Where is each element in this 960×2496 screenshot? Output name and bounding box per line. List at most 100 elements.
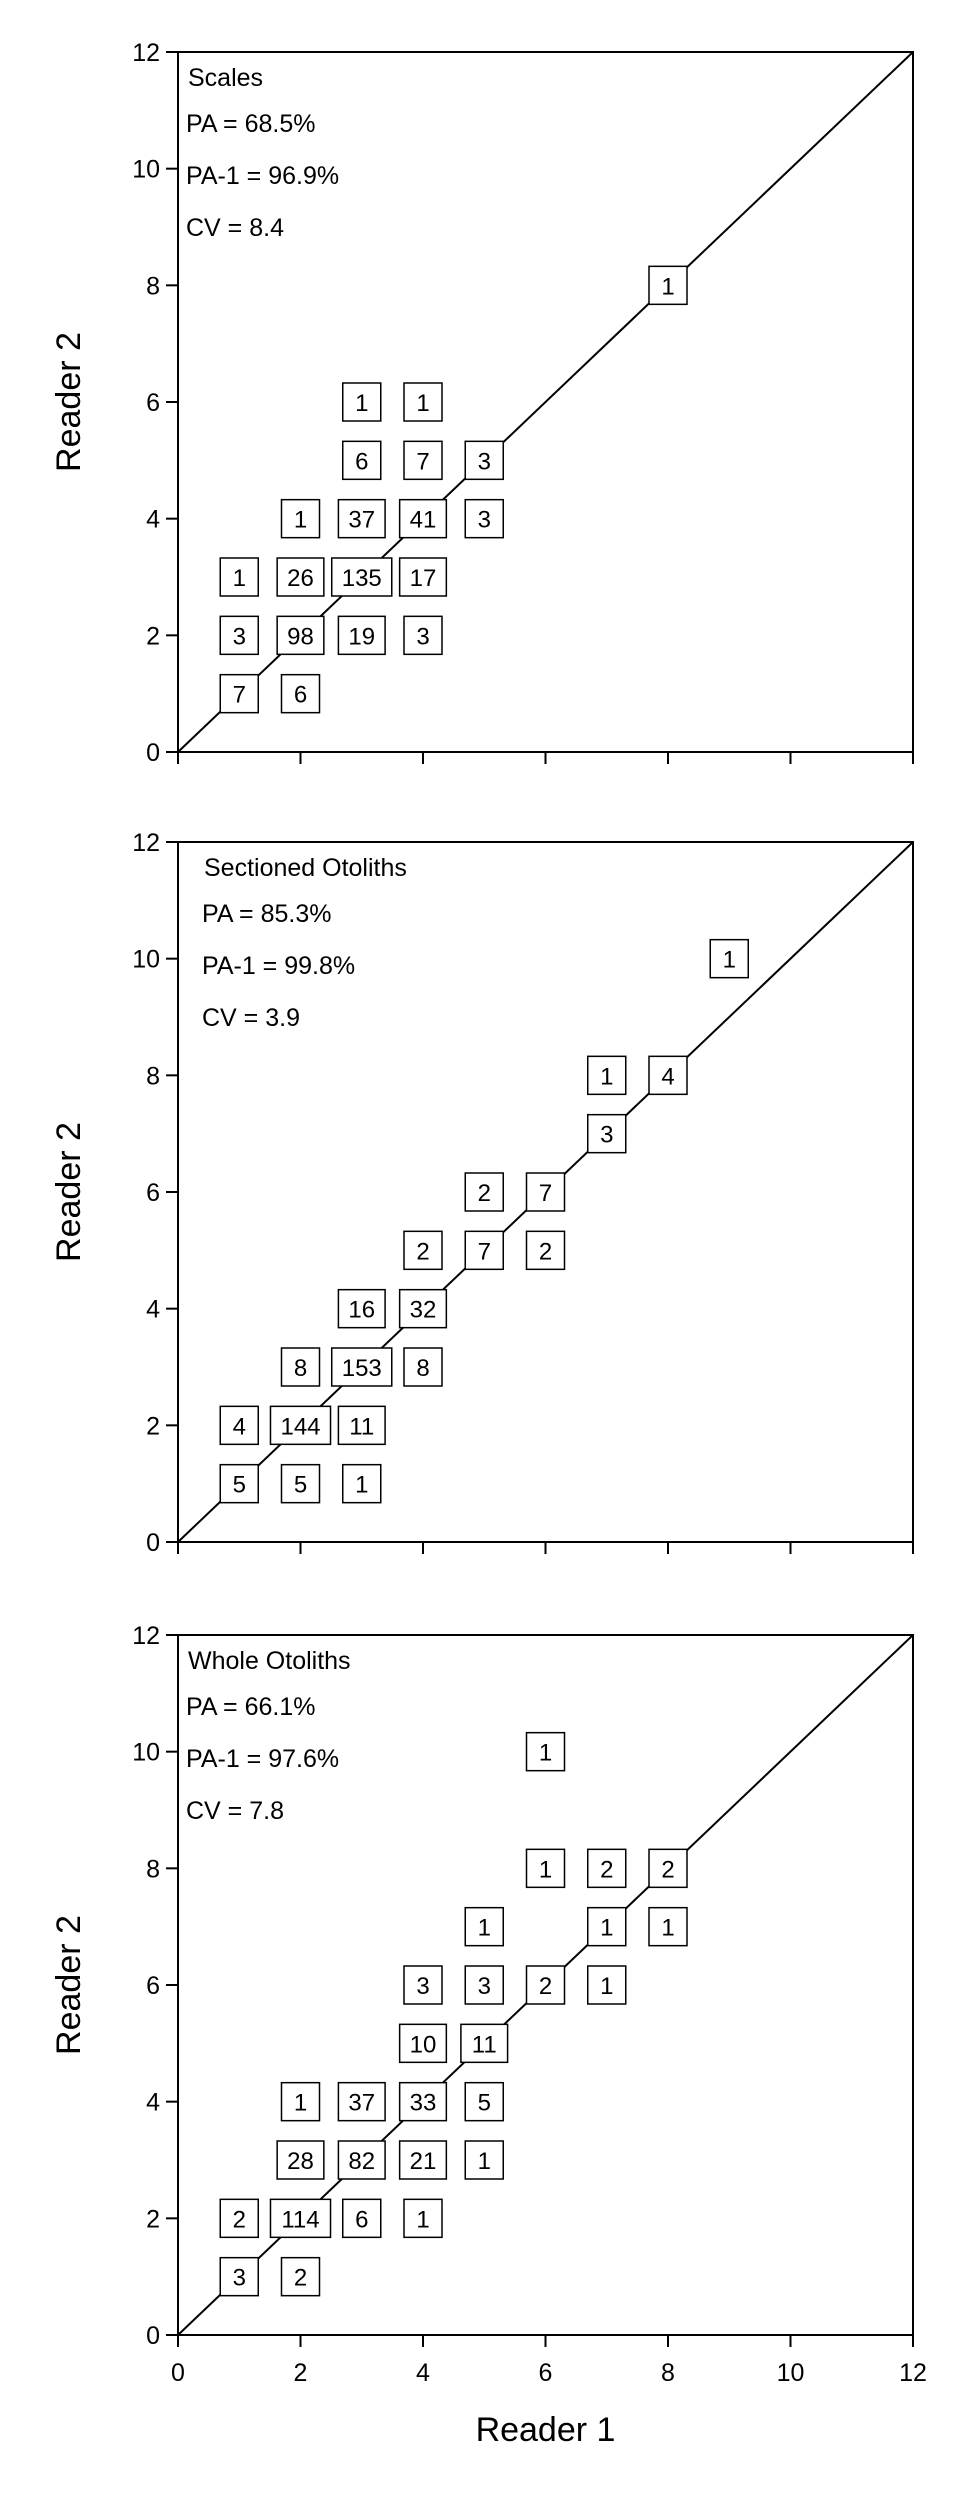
count-label: 1: [416, 390, 429, 417]
count-box: [648, 1848, 688, 1889]
count-cell: 33: [398, 2081, 448, 2122]
count-cell: 26: [276, 557, 325, 597]
count-box: [269, 1405, 332, 1446]
count-box: [587, 1965, 627, 2005]
count-box: [342, 382, 382, 422]
count-label: 4: [661, 1063, 674, 1090]
count-box: [337, 1405, 386, 1446]
y-axis-title: Reader 2: [50, 1915, 88, 2055]
count-cell: 11: [337, 1405, 386, 1446]
count-label: 6: [355, 448, 368, 475]
x-tick-label: 2: [294, 2359, 308, 2387]
count-box: [330, 1347, 393, 1387]
x-tick-label: 12: [899, 2359, 927, 2387]
count-cell: 4: [648, 1055, 688, 1096]
count-box: [525, 1848, 566, 1889]
count-cell: 2: [648, 1848, 688, 1889]
count-box: [342, 440, 382, 481]
count-cell: 5: [464, 2081, 504, 2122]
stat-text: PA = 66.1%: [186, 1693, 316, 1721]
y-tick-label: 0: [146, 2322, 160, 2350]
count-cell: 3: [587, 1113, 627, 1154]
count-box: [648, 265, 688, 306]
count-box: [403, 1965, 443, 2005]
y-tick-label: 4: [146, 506, 160, 534]
count-label: 1: [416, 2206, 429, 2233]
count-cell: 1: [464, 2140, 504, 2180]
count-label: 6: [355, 2206, 368, 2233]
count-label: 2: [294, 2265, 307, 2292]
x-tick-label: 4: [416, 2359, 430, 2387]
x-tick-label: 8: [661, 2359, 675, 2387]
count-label: 153: [342, 1355, 382, 1382]
count-cell: 7: [403, 440, 443, 481]
count-box: [276, 557, 325, 597]
count-cell: 37: [337, 2081, 386, 2122]
count-box: [587, 1906, 627, 1947]
count-label: 2: [478, 1180, 491, 1207]
count-cell: 1: [587, 1055, 627, 1096]
count-box: [464, 1230, 504, 1271]
count-box: [464, 1965, 504, 2005]
count-label: 7: [233, 682, 246, 709]
count-cell: 8: [403, 1347, 443, 1387]
y-tick-label: 6: [146, 389, 160, 417]
panel-title: Whole Otoliths: [188, 1647, 351, 1675]
count-cell: 1: [648, 1906, 688, 1947]
count-box: [709, 938, 749, 979]
count-label: 7: [478, 1238, 491, 1265]
count-cell: 5: [280, 1463, 321, 1504]
count-cell: 3: [464, 440, 504, 481]
count-box: [398, 1288, 448, 1329]
count-box: [403, 615, 443, 656]
count-box: [280, 673, 321, 714]
count-label: 1: [355, 390, 368, 417]
count-box: [337, 2081, 386, 2122]
count-box: [398, 2081, 448, 2122]
count-cell: 3: [219, 2256, 259, 2297]
x-tick-label: 10: [777, 2359, 805, 2387]
count-cell: 1: [342, 1463, 382, 1504]
count-label: 2: [416, 1238, 429, 1265]
count-label: 3: [416, 1973, 429, 2000]
y-tick-label: 2: [146, 2205, 160, 2233]
count-box: [219, 2198, 259, 2239]
y-tick-label: 8: [146, 1062, 160, 1090]
count-cell: 1: [464, 1906, 504, 1947]
stat-text: CV = 3.9: [202, 1004, 300, 1032]
count-cell: 1: [342, 382, 382, 422]
count-cell: 114: [269, 2198, 332, 2239]
count-cell: 5: [219, 1463, 259, 1504]
count-cell: 1: [403, 382, 443, 422]
y-tick-label: 6: [146, 1972, 160, 2000]
count-box: [219, 615, 259, 656]
count-label: 1: [661, 273, 674, 300]
count-box: [525, 1731, 566, 1772]
count-label: 37: [348, 507, 375, 534]
count-cell: 135: [330, 557, 393, 597]
count-cell: 153: [330, 1347, 393, 1387]
count-box: [403, 382, 443, 422]
panel-title: Scales: [188, 64, 263, 92]
count-label: 1: [294, 507, 307, 534]
count-cell: 1: [525, 1731, 566, 1772]
count-label: 1: [600, 1063, 613, 1090]
count-cell: 1: [525, 1848, 566, 1889]
y-tick-label: 8: [146, 1855, 160, 1883]
count-cell: 6: [280, 673, 321, 714]
count-label: 7: [539, 1180, 552, 1207]
count-label: 114: [281, 2206, 319, 2233]
count-cell: 7: [464, 1230, 504, 1271]
panel-title: Sectioned Otoliths: [204, 854, 407, 882]
count-label: 17: [410, 565, 437, 592]
count-cell: 41: [398, 498, 448, 539]
count-cell: 2: [219, 2198, 259, 2239]
count-box: [587, 1055, 627, 1096]
count-cell: 1: [587, 1965, 627, 2005]
count-cell: 8: [280, 1347, 321, 1387]
count-cell: 2: [587, 1848, 627, 1889]
count-label: 3: [233, 623, 246, 650]
count-cell: 2: [525, 1965, 566, 2005]
count-label: 7: [416, 448, 429, 475]
count-cell: 7: [525, 1172, 566, 1212]
